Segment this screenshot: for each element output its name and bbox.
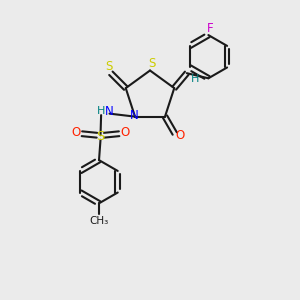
Text: F: F xyxy=(207,22,213,35)
Text: O: O xyxy=(71,126,80,139)
Text: S: S xyxy=(148,57,155,70)
Text: O: O xyxy=(176,128,185,142)
Text: N: N xyxy=(105,105,114,118)
Text: S: S xyxy=(106,60,113,73)
Text: H: H xyxy=(97,106,105,116)
Text: S: S xyxy=(96,130,105,143)
Text: CH₃: CH₃ xyxy=(89,216,109,226)
Text: O: O xyxy=(121,126,130,139)
Text: H: H xyxy=(191,74,200,84)
Text: N: N xyxy=(130,109,139,122)
